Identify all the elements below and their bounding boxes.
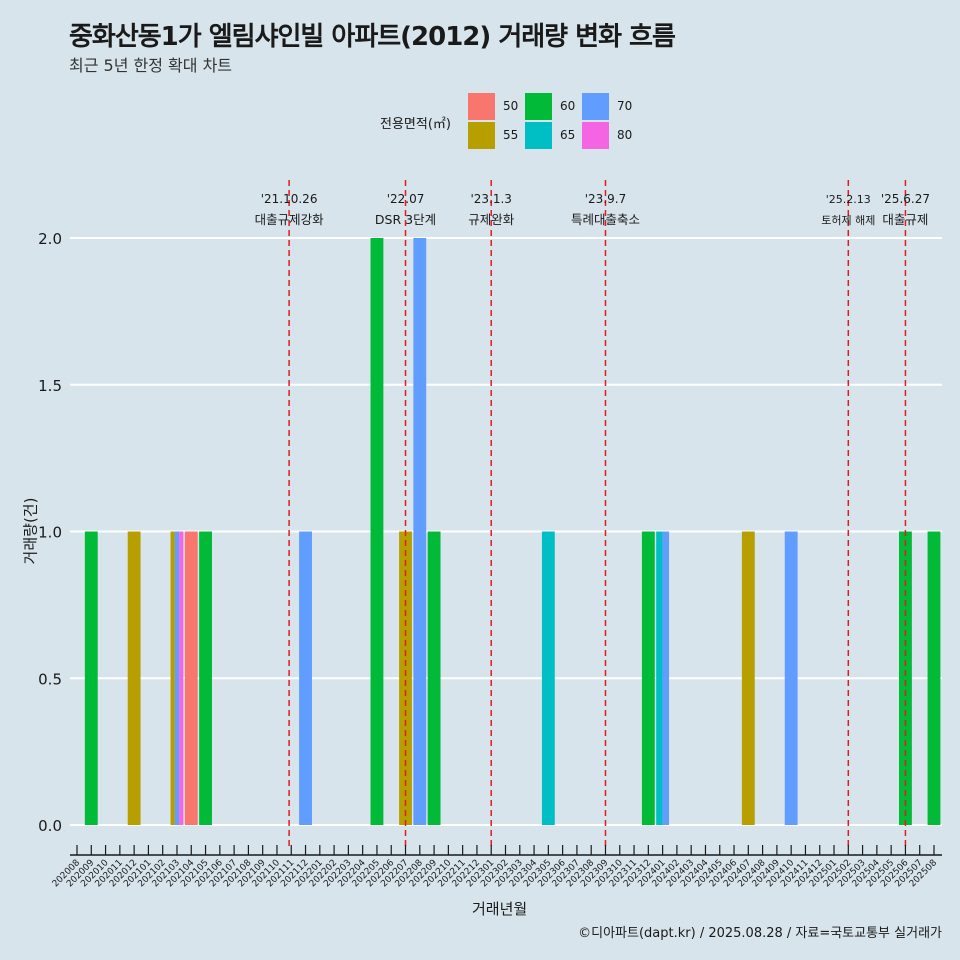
bar-202407-55 <box>741 531 755 825</box>
legend-swatch <box>525 121 552 149</box>
y-tick-label: 0.5 <box>38 670 62 688</box>
bar-202105-60 <box>199 531 212 825</box>
chart-subtitle: 최근 5년 한정 확대 차트 <box>69 56 233 75</box>
event-name-label: DSR 3단계 <box>375 212 436 227</box>
legend-label: 50 <box>503 99 519 113</box>
y-tick-label: 1.0 <box>38 524 62 542</box>
legend-title: 전용면적(㎡) <box>380 117 451 132</box>
event-date-label: '25.6.27 <box>881 192 930 206</box>
legend-label: 60 <box>560 99 576 113</box>
bar-202103-70 <box>174 531 180 825</box>
legend-item-70: 70 <box>582 92 632 120</box>
legend-swatch <box>582 121 609 149</box>
legend-item-50: 50 <box>468 92 518 120</box>
event-date-label: '23.9.7 <box>585 192 626 206</box>
y-tick-label: 2.0 <box>38 230 62 248</box>
event-date-label: '22.07 <box>387 192 425 206</box>
bar-202305-65 <box>541 531 555 825</box>
event-date-label: '25.2.13 <box>826 193 871 206</box>
bar-202410-70 <box>784 531 798 825</box>
y-tick-label: 1.5 <box>38 377 62 395</box>
bar-202103-80 <box>179 531 184 825</box>
legend-label: 70 <box>617 99 633 113</box>
bar-202506-60 <box>899 531 912 825</box>
footer-credit: ©디아파트(dapt.kr) / 2025.08.28 / 자료=국토교통부 실… <box>578 926 942 941</box>
bar-202012-55 <box>127 531 141 825</box>
event-date-label: '23.1.3 <box>470 192 511 206</box>
bar-202208-70 <box>413 238 427 825</box>
legend-label: 80 <box>617 128 633 142</box>
bar-202205-60 <box>370 238 384 825</box>
y-tick-label: 0.0 <box>38 817 62 835</box>
bar-202508-60 <box>927 531 941 825</box>
event-name-label: 특례대출축소 <box>571 212 640 227</box>
bar-202104-50 <box>184 531 198 825</box>
event-name-label: 규제완화 <box>468 212 515 227</box>
legend-item-60: 60 <box>525 92 575 120</box>
bar-202401-70 <box>662 531 670 825</box>
legend-label: 65 <box>560 128 576 142</box>
bar-202207-55 <box>399 531 412 825</box>
bar-202312-60 <box>641 531 655 825</box>
legend-item-55: 55 <box>468 121 518 149</box>
event-name-label: 대출규제강화 <box>255 212 325 227</box>
legend-swatch <box>525 92 552 120</box>
legend-label: 55 <box>503 128 519 142</box>
legend-swatch <box>468 92 495 120</box>
legend-swatch <box>468 121 495 149</box>
event-name-label: 토허제 해제 <box>821 213 875 227</box>
bar-202103-55 <box>170 531 175 825</box>
legend-item-80: 80 <box>582 121 632 149</box>
bar-202209-60 <box>427 531 441 825</box>
x-axis-title: 거래년월 <box>472 900 528 918</box>
event-name-label: 대출규제 <box>882 212 928 227</box>
bar-202009-60 <box>84 531 98 825</box>
legend-swatch <box>582 92 609 120</box>
bar-202401-65 <box>656 531 663 825</box>
chart-title: 중화산동1가 엘림샤인빌 아파트(2012) 거래량 변화 흐름 <box>69 22 676 52</box>
event-date-label: '21.10.26 <box>261 192 318 206</box>
legend-item-65: 65 <box>525 121 575 149</box>
bar-202112-70 <box>299 531 312 825</box>
y-axis-title: 거래량(건) <box>21 497 40 565</box>
